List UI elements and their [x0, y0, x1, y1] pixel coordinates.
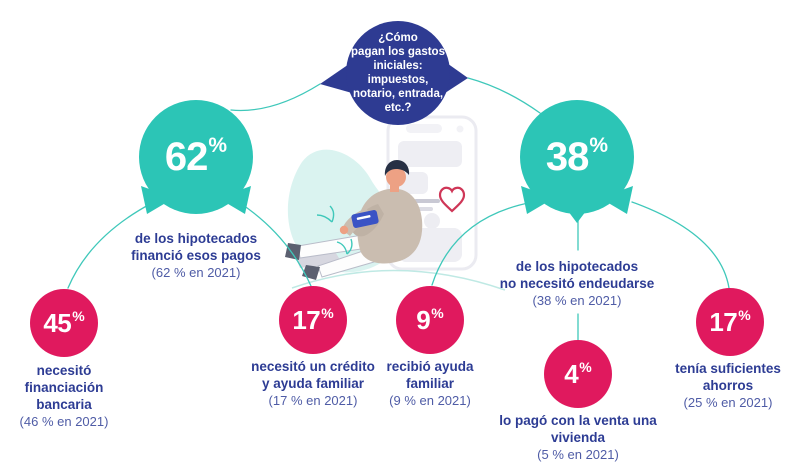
connector-38-to-9: [431, 201, 534, 286]
caption-previous-year: (5 % en 2021): [537, 447, 619, 462]
percent-sign: %: [579, 359, 592, 375]
ground-swoosh: [291, 269, 506, 291]
question-line: notario, entrada,: [352, 88, 444, 100]
chat-bubble: [398, 141, 462, 167]
stat-value: 17: [292, 304, 321, 335]
stat-caption-38: de los hipotecados no necesitó endeudars…: [467, 258, 687, 309]
caption-line: necesitó: [36, 363, 92, 378]
heart-icon: [438, 186, 466, 213]
caption-line: no necesitó endeudarse: [499, 276, 655, 291]
question-line: pagan los gastos: [351, 46, 445, 58]
caption-line: de los hipotecados: [134, 231, 258, 246]
percent-sign: %: [72, 308, 85, 324]
percent-sign: %: [738, 307, 751, 323]
stat-caption-62: de los hipotecados financió esos pagos (…: [96, 230, 296, 281]
connector-bubble-to-62: [230, 83, 321, 112]
caption-line: de los hipotecados: [515, 259, 639, 274]
stat-circle-45: 45%: [30, 289, 98, 357]
connector-38-to-17: [631, 201, 730, 289]
caption-line: familiar: [405, 376, 455, 391]
caption-previous-year: (25 % en 2021): [683, 395, 773, 410]
caption-line: necesitó un crédito: [251, 359, 375, 374]
caption-line: ahorros: [702, 378, 754, 393]
connector-bubble-to-38: [467, 77, 541, 114]
question-bubble: ¿Cómo pagan los gastos iniciales: impues…: [346, 21, 450, 125]
caption-previous-year: (38 % en 2021): [532, 293, 622, 308]
stat-circle-17-ahorros: 17%: [696, 288, 764, 356]
caption-previous-year: (9 % en 2021): [389, 393, 471, 408]
stat-caption-9: recibió ayuda familiar (9 % en 2021): [360, 358, 500, 409]
stat-caption-17-credito: necesitó un crédito y ayuda familiar (17…: [231, 358, 395, 409]
stat-circle-62: 62%: [139, 100, 253, 214]
stat-caption-45: necesitó financiación bancaria (46 % en …: [0, 362, 128, 430]
stat-circle-38: 38%: [520, 100, 634, 214]
question-line: impuestos,: [367, 74, 429, 86]
percent-sign: %: [208, 134, 228, 157]
caption-previous-year: (46 % en 2021): [19, 414, 109, 429]
stat-circle-9: 9%: [396, 286, 464, 354]
stat-value: 62: [164, 134, 208, 179]
stat-value: 4: [564, 358, 579, 389]
plant-sprig: [316, 205, 335, 223]
question-line: ¿Cómo: [378, 32, 418, 44]
question-line: iniciales:: [373, 60, 423, 72]
caption-line: financiación: [24, 380, 104, 395]
caption-line: recibió ayuda: [386, 359, 474, 374]
person-graphic: [285, 160, 423, 280]
question-line: etc.?: [384, 102, 412, 114]
percent-sign: %: [589, 134, 609, 157]
caption-previous-year: (62 % en 2021): [151, 265, 241, 280]
handheld-device: [351, 210, 379, 228]
plant-sprig: [336, 238, 353, 255]
shoe: [285, 243, 301, 260]
caption-previous-year: (17 % en 2021): [268, 393, 358, 408]
stat-circle-17-credito: 17%: [279, 286, 347, 354]
caption-line: tenía suficientes: [675, 361, 781, 376]
stat-value: 9: [416, 304, 431, 335]
connector-62-to-45: [67, 202, 153, 289]
caption-line: lo pagó con la venta una: [499, 413, 657, 428]
phone-graphic: [386, 115, 478, 271]
stat-value: 38: [545, 134, 589, 179]
stat-caption-17-ahorros: tenía suficientes ahorros (25 % en 2021): [652, 360, 804, 411]
stat-value: 45: [43, 307, 72, 338]
stat-caption-4: lo pagó con la venta una vivienda (5 % e…: [481, 412, 675, 463]
caption-line: bancaria: [36, 397, 92, 412]
hair: [384, 160, 410, 176]
percent-sign: %: [431, 305, 444, 321]
connector-62-to-17: [239, 202, 312, 287]
caption-line: financió esos pagos: [131, 248, 261, 263]
caption-line: y ayuda familiar: [261, 376, 365, 391]
percent-sign: %: [321, 305, 334, 321]
stat-value: 17: [709, 306, 738, 337]
stat-circle-4: 4%: [544, 340, 612, 408]
caption-line: vivienda: [550, 430, 606, 445]
